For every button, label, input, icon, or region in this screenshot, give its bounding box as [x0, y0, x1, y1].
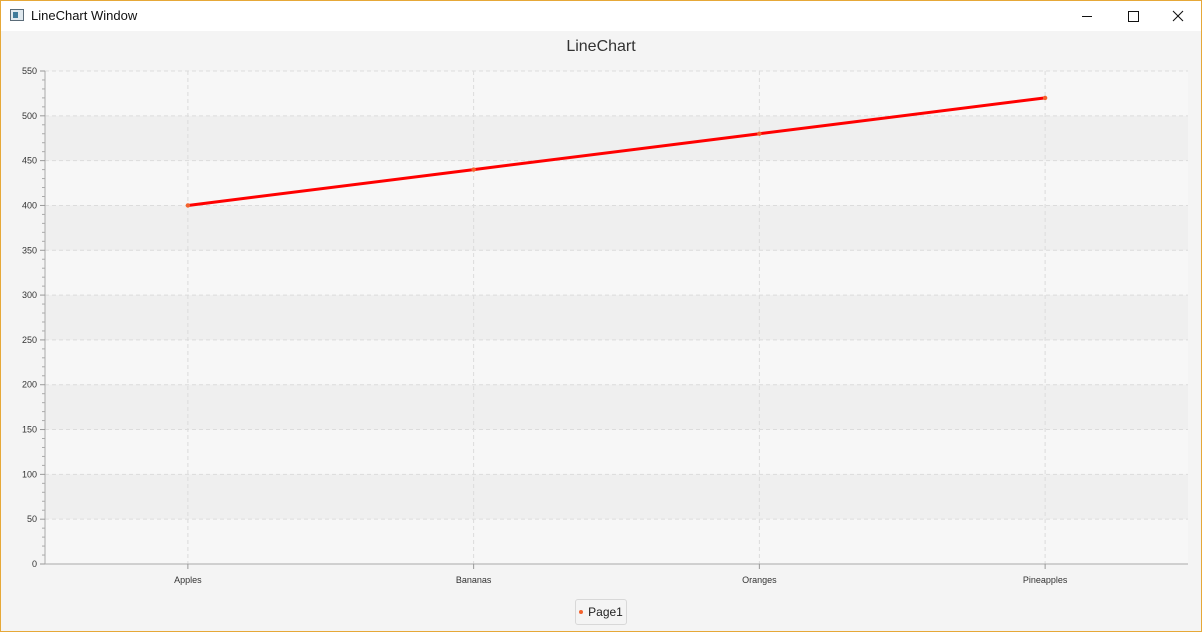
x-axis-ticks: Apples Bananas Oranges Pineapples: [174, 564, 1068, 585]
minimize-icon: [1082, 15, 1092, 17]
maximize-button[interactable]: [1110, 1, 1156, 31]
window-title: LineChart Window: [31, 8, 138, 23]
data-point: [185, 203, 191, 208]
grid-lines: [45, 70, 1188, 564]
y-tick-label: 550: [22, 66, 37, 76]
y-tick-label: 450: [22, 156, 37, 166]
alternating-band: [45, 115, 1188, 161]
y-axis-ticks: 0 50 100 150 200 250 300 350 400 450 500 550: [22, 66, 45, 569]
data-point: [471, 167, 476, 172]
plot-background-bands: [45, 71, 1188, 564]
x-tick-label: Bananas: [456, 575, 492, 585]
close-button[interactable]: [1155, 1, 1201, 31]
alternating-band: [45, 474, 1188, 520]
series-lines: [185, 95, 1048, 208]
y-tick-label: 250: [22, 335, 37, 345]
y-tick-label: 300: [22, 290, 37, 300]
y-tick-label: 50: [27, 514, 37, 524]
y-tick-label: 0: [32, 559, 37, 569]
title-bar[interactable]: LineChart Window: [1, 1, 1201, 31]
y-tick-label: 400: [22, 200, 37, 210]
alternating-band: [45, 205, 1188, 251]
legend: Page1: [575, 599, 627, 625]
x-tick-label: Apples: [174, 575, 202, 585]
x-tick-label: Pineapples: [1023, 575, 1068, 585]
y-tick-label: 150: [22, 425, 37, 435]
y-tick-label: 100: [22, 469, 37, 479]
alternating-band: [45, 295, 1188, 340]
axes: [44, 71, 1188, 565]
x-tick-label: Oranges: [742, 575, 777, 585]
y-tick-label: 500: [22, 111, 37, 121]
legend-label: Page1: [588, 605, 623, 619]
legend-symbol: [579, 610, 584, 614]
data-point: [757, 131, 762, 136]
close-icon: [1172, 10, 1184, 22]
chart-title: LineChart: [566, 38, 636, 55]
maximize-icon: [1127, 10, 1139, 22]
line-chart: 0 50 100 150 200 250 300 350 400 450 500 550 Apples…: [22, 66, 1188, 585]
y-tick-label: 350: [22, 245, 37, 255]
alternating-band: [45, 384, 1188, 430]
data-point: [1042, 95, 1048, 101]
app-icon: [10, 9, 24, 21]
y-tick-label: 200: [22, 380, 37, 390]
minimize-button[interactable]: [1064, 1, 1110, 31]
series-line: [187, 96, 1046, 207]
